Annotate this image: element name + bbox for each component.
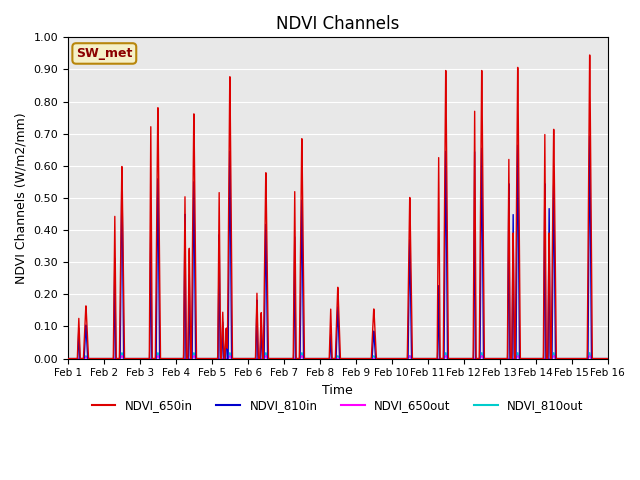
NDVI_810in bbox=[157, 356, 165, 361]
Line: NDVI_650out: NDVI_650out bbox=[68, 356, 607, 359]
NDVI_650out bbox=[294, 356, 302, 361]
NDVI_810in bbox=[64, 356, 72, 361]
NDVI_650out bbox=[118, 353, 126, 359]
Line: NDVI_810out: NDVI_810out bbox=[68, 353, 607, 359]
NDVI_650in bbox=[593, 356, 601, 361]
NDVI_650in bbox=[535, 356, 543, 361]
NDVI_810out bbox=[158, 356, 166, 361]
NDVI_810out bbox=[64, 356, 72, 361]
NDVI_650in bbox=[604, 356, 611, 361]
Legend: NDVI_650in, NDVI_810in, NDVI_650out, NDVI_810out: NDVI_650in, NDVI_810in, NDVI_650out, NDV… bbox=[87, 395, 589, 417]
X-axis label: Time: Time bbox=[323, 384, 353, 397]
Title: NDVI Channels: NDVI Channels bbox=[276, 15, 399, 33]
Line: NDVI_810in: NDVI_810in bbox=[68, 136, 607, 359]
NDVI_650out bbox=[593, 356, 601, 361]
NDVI_650in bbox=[64, 356, 72, 361]
NDVI_810out bbox=[294, 356, 302, 361]
NDVI_650in bbox=[586, 52, 594, 58]
NDVI_650out bbox=[64, 356, 72, 361]
NDVI_650out bbox=[271, 356, 279, 361]
NDVI_810out bbox=[118, 350, 126, 356]
NDVI_810out bbox=[271, 356, 279, 361]
NDVI_650out bbox=[126, 356, 134, 361]
Text: SW_met: SW_met bbox=[76, 47, 132, 60]
NDVI_650out bbox=[604, 356, 611, 361]
NDVI_810in bbox=[604, 356, 611, 361]
NDVI_810out bbox=[126, 356, 134, 361]
NDVI_810in bbox=[125, 356, 133, 361]
NDVI_810in bbox=[593, 356, 601, 361]
Line: NDVI_650in: NDVI_650in bbox=[68, 55, 607, 359]
NDVI_650in bbox=[271, 356, 279, 361]
NDVI_650in bbox=[125, 356, 133, 361]
NDVI_650in bbox=[157, 356, 165, 361]
NDVI_810out bbox=[593, 356, 601, 361]
NDVI_650in bbox=[294, 356, 302, 361]
NDVI_810in bbox=[294, 356, 302, 361]
NDVI_810in bbox=[535, 356, 543, 361]
NDVI_650out bbox=[158, 356, 166, 361]
NDVI_810out bbox=[535, 356, 543, 361]
NDVI_650out bbox=[535, 356, 543, 361]
NDVI_810out bbox=[604, 356, 611, 361]
NDVI_810in bbox=[271, 356, 279, 361]
NDVI_810in bbox=[586, 133, 594, 139]
Y-axis label: NDVI Channels (W/m2/mm): NDVI Channels (W/m2/mm) bbox=[15, 112, 28, 284]
